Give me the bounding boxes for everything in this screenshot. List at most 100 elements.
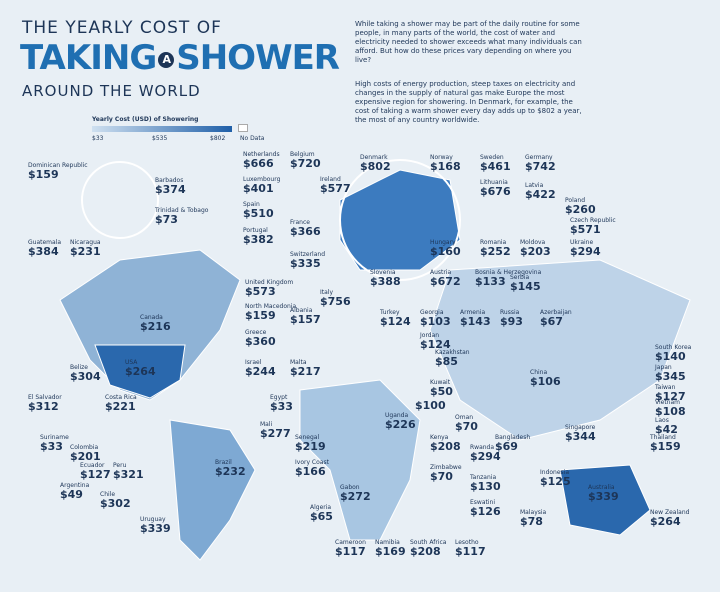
country-cost: $49: [60, 488, 83, 502]
asia: [429, 259, 691, 441]
country-cost: $339: [140, 522, 171, 536]
country-label: Sweden $461: [480, 154, 511, 173]
country-name: South Korea: [655, 344, 692, 351]
country-label: Spain $510: [243, 201, 274, 220]
country-label: Germany $742: [525, 154, 556, 174]
country-name: Brazil: [215, 459, 232, 466]
country-name: Belize: [70, 364, 88, 371]
country-name: Trinidad & Tobago: [155, 207, 209, 214]
country-name: Eswatini: [470, 499, 495, 506]
country-cost: $264: [650, 515, 681, 529]
country-name: Norway: [430, 154, 453, 161]
country-cost: $117: [455, 545, 486, 559]
country-name: Rwanda: [470, 444, 495, 451]
country-label: Jordan $124: [420, 332, 451, 351]
country-cost: $384: [28, 245, 59, 259]
country-label: Laos $42: [655, 417, 678, 436]
country-name: Lesotho: [455, 539, 479, 546]
country-name: Namibia: [375, 539, 400, 546]
country-cost: $157: [290, 313, 321, 327]
country-name: Algeria: [310, 504, 332, 511]
country-label: Turkey $124: [380, 309, 411, 328]
country-name: El Salvador: [28, 394, 62, 401]
country-name: South Africa: [410, 539, 447, 546]
country-cost: $666: [243, 157, 274, 171]
country-cost: $203: [520, 245, 551, 259]
country-cost: $294: [470, 450, 501, 464]
country-label: Malaysia $78: [520, 509, 547, 529]
country-label: Oman $70: [455, 414, 478, 434]
country-label: South Africa $208: [410, 539, 447, 558]
country-name: Cameroon: [335, 539, 366, 546]
country-name: Gabon: [340, 484, 360, 491]
legend-tick: $535: [152, 135, 168, 142]
country-cost: $742: [525, 160, 556, 174]
country-cost: $201: [70, 450, 101, 464]
country-name: Malaysia: [520, 509, 547, 516]
country-cost: $208: [430, 440, 461, 454]
country-cost: $226: [385, 418, 416, 432]
country-name: Laos: [655, 417, 669, 424]
country-cost: $302: [100, 497, 131, 511]
country-label: Thailand $159: [650, 434, 681, 453]
country-name: Ireland: [320, 176, 341, 183]
country-cost: $127: [655, 390, 686, 404]
caribbean-inset: [81, 161, 159, 239]
country-name: France: [290, 219, 310, 226]
country-name: Ukraine: [570, 239, 594, 246]
country-cost: $756: [320, 295, 351, 309]
country-cost: $272: [340, 490, 371, 504]
country-name: Spain: [243, 201, 260, 208]
country-cost: $720: [290, 157, 321, 171]
country-cost: $127: [80, 468, 111, 482]
country-label: South Korea $140: [655, 344, 692, 364]
country-cost: $70: [455, 420, 478, 434]
country-label: Costa Rica $221: [105, 394, 137, 413]
country-label: Nicaragua $231: [70, 239, 101, 258]
title-word: A: [158, 51, 175, 68]
title-word: SHOWER: [176, 38, 340, 78]
country-name: Ivory Coast: [295, 459, 329, 466]
country-name: Vietnam: [655, 399, 681, 406]
country-label: Switzerland $335: [290, 251, 325, 270]
title-main: TAKING A SHOWER: [20, 38, 340, 78]
country-label: Suriname $33: [40, 434, 69, 453]
country-name: Japan: [655, 364, 672, 371]
country-name: Jordan: [420, 332, 440, 339]
country-name: Hungary: [430, 239, 456, 246]
country-cost: $339: [588, 490, 619, 504]
country-cost: $802: [360, 160, 391, 174]
country-label: China $106: [530, 369, 561, 388]
country-label: Belgium $720: [290, 151, 321, 171]
country-cost: $312: [28, 400, 59, 414]
country-name: Czech Republic: [570, 217, 616, 224]
country-cost: $133: [475, 275, 506, 289]
africa: [299, 379, 421, 541]
country-label: USA $264: [125, 359, 156, 378]
country-name: Chile: [100, 491, 116, 498]
country-name: Peru: [113, 462, 127, 469]
country-name: Bangladesh: [495, 434, 531, 441]
country-label: Kazakhstan $85: [435, 349, 470, 368]
country-name: Denmark: [360, 154, 388, 161]
country-cost: $573: [245, 285, 276, 299]
country-label: Bangladesh $69: [495, 434, 531, 453]
country-label: Moldova $203: [520, 239, 551, 259]
country-label: Singapore $344: [565, 424, 596, 444]
country-label: Ukraine $294: [570, 239, 601, 258]
country-name: China: [530, 369, 548, 376]
country-label: Eswatini $126: [470, 499, 501, 518]
country-label: Vietnam $108: [655, 399, 686, 418]
country-label: Dominican Republic $159: [28, 162, 88, 181]
country-cost: $140: [655, 350, 686, 364]
country-label: Ecuador $127: [80, 462, 111, 482]
country-label: Serbia $145: [510, 274, 541, 293]
country-cost: $344: [565, 430, 596, 444]
country-cost: $78: [520, 515, 543, 529]
country-label: Algeria $65: [310, 504, 333, 523]
country-label: Azerbaijan $67: [540, 309, 572, 328]
country-label: Gabon $272: [340, 484, 371, 504]
country-name: Bosnia & Herzegovina: [475, 269, 542, 276]
country-label: Italy $756: [320, 289, 351, 309]
country-label: Luxembourg $401: [243, 176, 280, 195]
